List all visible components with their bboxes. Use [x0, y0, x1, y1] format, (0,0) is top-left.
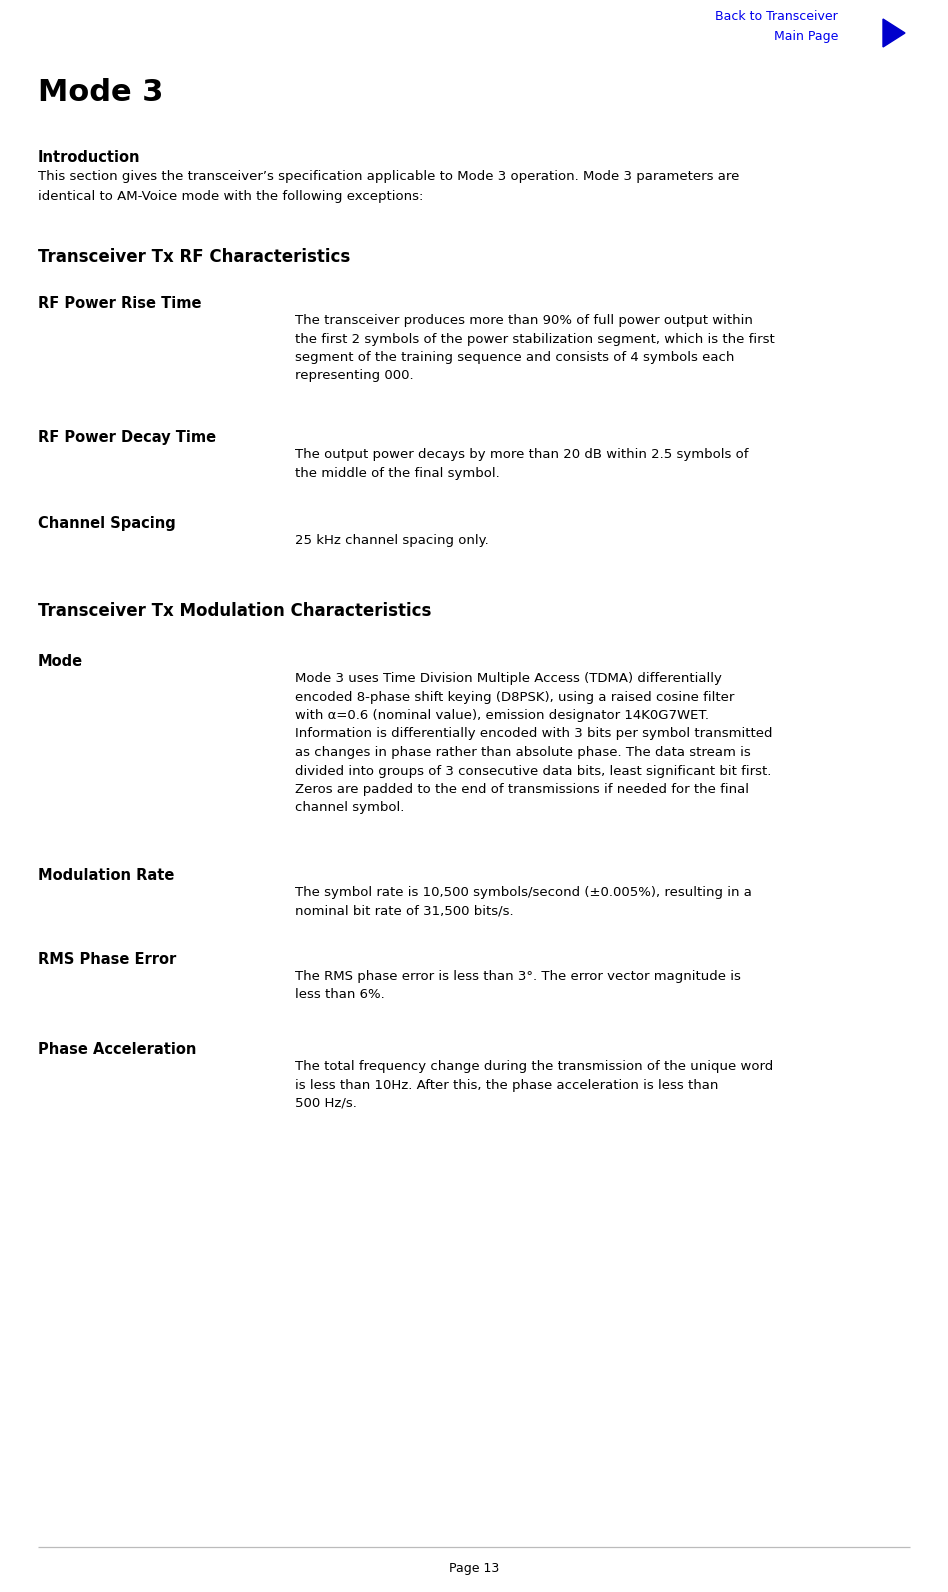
Text: Modulation Rate: Modulation Rate [38, 868, 174, 884]
Text: The output power decays by more than 20 dB within 2.5 symbols of
the middle of t: The output power decays by more than 20 … [295, 447, 749, 479]
Text: The symbol rate is 10,500 symbols/second (±0.005%), resulting in a
nominal bit r: The symbol rate is 10,500 symbols/second… [295, 887, 752, 917]
Text: Transceiver Tx Modulation Characteristics: Transceiver Tx Modulation Characteristic… [38, 602, 431, 619]
Text: Channel Spacing: Channel Spacing [38, 516, 175, 532]
Text: The transceiver produces more than 90% of full power output within
the first 2 s: The transceiver produces more than 90% o… [295, 314, 775, 382]
Text: RF Power Rise Time: RF Power Rise Time [38, 296, 202, 310]
Text: Page 13: Page 13 [448, 1562, 500, 1574]
Text: Mode: Mode [38, 654, 83, 669]
Text: Introduction: Introduction [38, 150, 140, 166]
Text: RF Power Decay Time: RF Power Decay Time [38, 430, 216, 446]
Text: Mode 3: Mode 3 [38, 78, 163, 107]
Text: Back to Transceiver: Back to Transceiver [715, 10, 838, 22]
Text: Mode 3 uses Time Division Multiple Access (TDMA) differentially
encoded 8-phase : Mode 3 uses Time Division Multiple Acces… [295, 672, 773, 815]
Text: identical to AM-Voice mode with the following exceptions:: identical to AM-Voice mode with the foll… [38, 189, 424, 204]
Text: The total frequency change during the transmission of the unique word
is less th: The total frequency change during the tr… [295, 1060, 774, 1110]
Text: This section gives the transceiver’s specification applicable to Mode 3 operatio: This section gives the transceiver’s spe… [38, 170, 739, 183]
Text: The RMS phase error is less than 3°. The error vector magnitude is
less than 6%.: The RMS phase error is less than 3°. The… [295, 970, 741, 1001]
Text: 25 kHz channel spacing only.: 25 kHz channel spacing only. [295, 533, 489, 548]
Text: Main Page: Main Page [774, 30, 838, 43]
Polygon shape [883, 19, 905, 48]
Text: Transceiver Tx RF Characteristics: Transceiver Tx RF Characteristics [38, 248, 350, 266]
Text: RMS Phase Error: RMS Phase Error [38, 952, 176, 966]
Text: Phase Acceleration: Phase Acceleration [38, 1043, 196, 1057]
